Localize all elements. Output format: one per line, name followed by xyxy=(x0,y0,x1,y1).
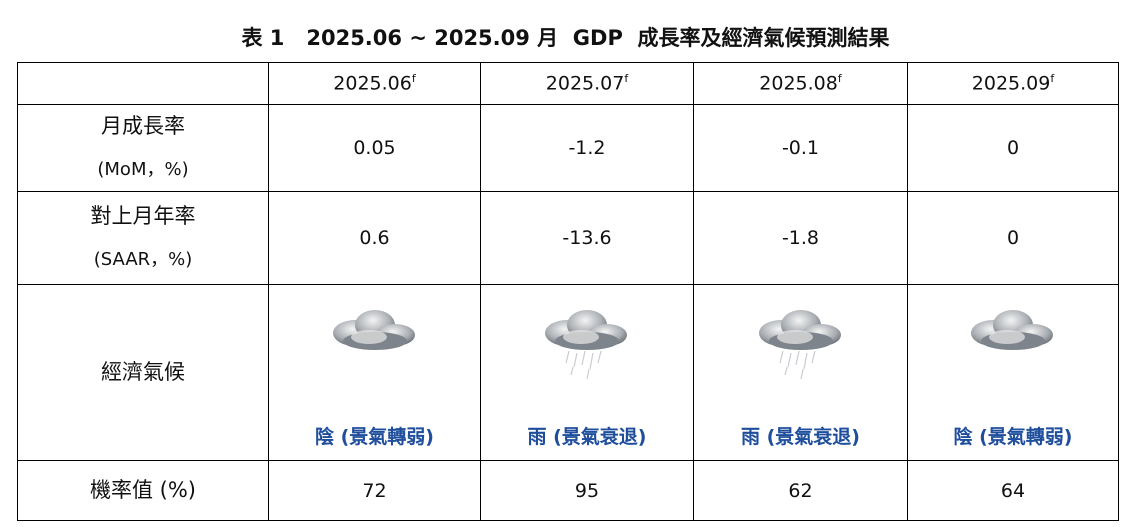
label-line: (MoM，%) xyxy=(97,159,189,180)
cell: 0.6 xyxy=(268,191,481,285)
cell: 陰 (景氣轉弱) xyxy=(907,284,1119,461)
rain-icon xyxy=(545,309,627,380)
weather-label: 雨 (景氣衰退) xyxy=(527,425,647,448)
cell: 雨 (景氣衰退) xyxy=(693,284,908,461)
weather-label: 雨 (景氣衰退) xyxy=(741,425,860,448)
row: 機率值 (%) 72 95 62 64 xyxy=(17,460,1119,521)
label-line: 機率值 (%) xyxy=(89,478,196,502)
column-sup: f xyxy=(837,72,842,86)
label-line: 經濟氣候 xyxy=(101,360,185,384)
column-text: 2025.07 xyxy=(545,72,625,95)
column-text: 2025.06 xyxy=(333,72,412,95)
weather-label: 陰 (景氣轉弱) xyxy=(315,425,434,448)
rain-icon xyxy=(758,309,841,380)
column-header: 2025.08f xyxy=(693,62,908,105)
label-line: 對上月年率 xyxy=(90,204,196,228)
forecast-table: 2025.06f 2025.07f 2025.08f 2025.09f 月成長率… xyxy=(17,62,1119,521)
column-text: 2025.08 xyxy=(759,72,838,95)
cell: 陰 (景氣轉弱) xyxy=(268,284,481,461)
corner-cell xyxy=(17,62,269,105)
cell: 0 xyxy=(907,104,1119,192)
cell: -13.6 xyxy=(480,191,694,285)
cell: 0.05 xyxy=(268,104,481,192)
cell: 62 xyxy=(693,460,908,521)
column-sup: f xyxy=(411,72,416,86)
row: 對上月年率 (SAAR，%) 0.6 -13.6 -1.8 0 xyxy=(17,191,1119,285)
label-line: 月成長率 xyxy=(101,114,185,138)
cell: 雨 (景氣衰退) xyxy=(480,284,694,461)
cell: 72 xyxy=(268,460,481,521)
row: 月成長率 (MoM，%) 0.05 -1.2 -0.1 0 xyxy=(17,104,1119,192)
column-header: 2025.07f xyxy=(480,62,694,105)
column-header: 2025.09f xyxy=(907,62,1119,105)
row-label: 月成長率 (MoM，%) xyxy=(17,104,269,192)
cell: 64 xyxy=(907,460,1119,521)
column-header: 2025.06f xyxy=(268,62,481,105)
cloudy-icon xyxy=(332,309,415,350)
cell: -1.8 xyxy=(693,191,908,285)
row-label: 對上月年率 (SAAR，%) xyxy=(17,191,269,285)
label-line: (SAAR，%) xyxy=(93,249,193,270)
column-sup: f xyxy=(624,72,629,86)
column-text: 2025.09 xyxy=(971,72,1051,95)
row-label: 經濟氣候 xyxy=(17,284,269,461)
header-row: 2025.06f 2025.07f 2025.08f 2025.09f xyxy=(17,62,1119,105)
row-label: 機率值 (%) xyxy=(17,460,269,521)
weather-label: 陰 (景氣轉弱) xyxy=(953,425,1073,448)
cloudy-icon xyxy=(971,309,1053,350)
cell: -1.2 xyxy=(480,104,694,192)
table-title: 表 1 2025.06 ~ 2025.09 月 GDP 成長率及經濟氣候預測結果 xyxy=(241,26,890,50)
row: 經濟氣候 陰 (景氣轉弱) 雨 (景氣衰退) 雨 (景氣衰退) 陰 (景氣轉弱) xyxy=(17,284,1119,461)
cell: 95 xyxy=(480,460,694,521)
cell: -0.1 xyxy=(693,104,908,192)
column-sup: f xyxy=(1050,72,1055,86)
cell: 0 xyxy=(907,191,1119,285)
